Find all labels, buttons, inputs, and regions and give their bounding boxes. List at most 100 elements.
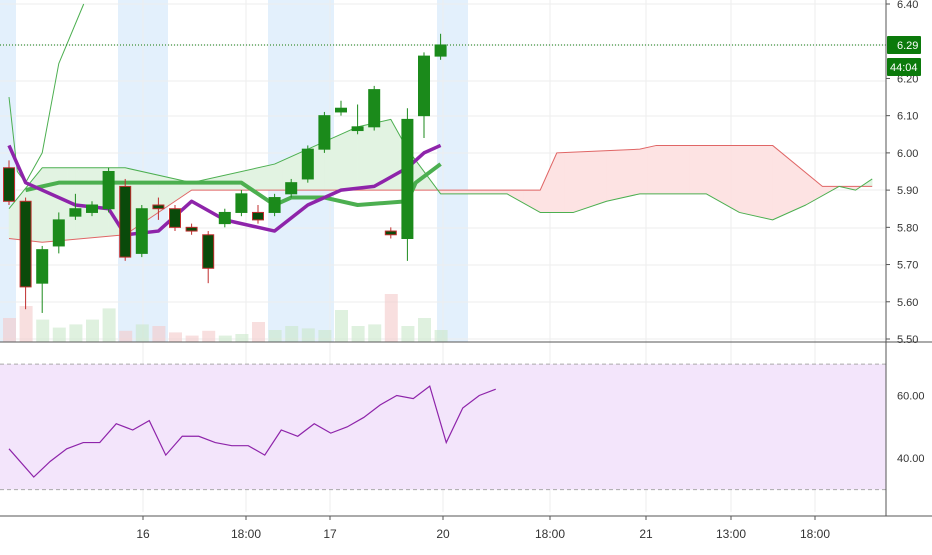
- cloud-segment: [705, 145, 715, 199]
- candle-body[interactable]: [3, 167, 15, 202]
- last-price-value: 6.29: [897, 40, 918, 52]
- cloud-segment: [598, 150, 607, 205]
- cloud-segment: [631, 148, 641, 197]
- time-tick-label: 21: [639, 527, 653, 541]
- rsi-band: [0, 364, 886, 490]
- volume-bar: [119, 330, 133, 342]
- candle-body[interactable]: [301, 148, 314, 180]
- volume-bar: [218, 335, 232, 342]
- last-price-tag: [887, 35, 921, 54]
- cloud-segment: [614, 149, 624, 200]
- cloud-segment: [91, 167, 101, 239]
- volume-bar: [434, 330, 448, 342]
- cloud-segment: [697, 145, 707, 195]
- cloud-segment: [564, 151, 574, 213]
- cloud-segment: [780, 151, 790, 217]
- cloud-segment: [456, 189, 466, 195]
- candle-body[interactable]: [368, 89, 381, 128]
- axes: 6.40 6.20 6.10 6.00 5.90 5.80 5.70 5.60 5.50 6.29…: [0, 0, 932, 541]
- volume-bar: [52, 327, 66, 342]
- cloud-segment: [681, 145, 690, 195]
- cloud-segment: [539, 171, 549, 213]
- price-tick-label: 6.40: [897, 0, 918, 11]
- cloud-segment: [606, 150, 616, 202]
- volume-bar: [252, 322, 265, 342]
- price-tick-label: 5.90: [897, 185, 918, 197]
- cloud-segment: [257, 165, 267, 191]
- cloud-segment: [365, 122, 375, 191]
- cloud-segment: [639, 146, 649, 195]
- cloud-segment: [755, 145, 765, 219]
- cloud-segment: [581, 151, 591, 211]
- volume-bar: [351, 326, 365, 342]
- chikou-span-line: [8, 3, 85, 184]
- candle-body[interactable]: [401, 118, 414, 239]
- cloud-segment: [714, 145, 724, 204]
- candle-body[interactable]: [434, 44, 447, 57]
- cloud-segment: [340, 130, 350, 191]
- candle-body[interactable]: [218, 211, 231, 225]
- candle-body[interactable]: [268, 197, 281, 213]
- candle-body[interactable]: [235, 193, 248, 213]
- volume-bar: [102, 308, 116, 342]
- cloud-segment: [822, 186, 831, 197]
- cloud-segment: [373, 120, 383, 191]
- cloud-segment: [473, 189, 483, 195]
- candle-body[interactable]: [185, 226, 198, 232]
- candle-body[interactable]: [252, 211, 264, 221]
- candle-body[interactable]: [285, 182, 298, 195]
- cloud-segment: [481, 189, 491, 195]
- candle-body[interactable]: [169, 208, 181, 228]
- cloud-segment: [747, 145, 757, 217]
- candle-body[interactable]: [318, 115, 331, 150]
- countdown-value: 44:04: [890, 62, 918, 74]
- volume-bar: [335, 310, 348, 342]
- cloud-segment: [556, 152, 566, 213]
- candle-body[interactable]: [202, 234, 215, 269]
- candle-body[interactable]: [86, 204, 98, 213]
- volume-bar: [3, 318, 16, 342]
- candle-body[interactable]: [69, 208, 82, 217]
- candle-body[interactable]: [351, 126, 364, 132]
- candle-body[interactable]: [135, 208, 148, 254]
- cloud-segment: [647, 145, 657, 195]
- candle-body[interactable]: [152, 204, 165, 210]
- candle-body[interactable]: [36, 249, 49, 284]
- cloud-segment: [490, 189, 499, 195]
- candle-body[interactable]: [19, 200, 32, 288]
- candle-body[interactable]: [418, 55, 430, 117]
- cloud-segment: [390, 118, 400, 191]
- volume-bar: [401, 326, 415, 342]
- price-tick-label: 6.00: [897, 148, 918, 160]
- time-tick-label: 18:00: [800, 527, 830, 541]
- cloud-segment: [656, 145, 665, 195]
- candle-body[interactable]: [384, 230, 397, 236]
- volume-bar: [86, 319, 99, 342]
- volume-bar: [185, 335, 199, 342]
- cloud-segment: [440, 189, 450, 195]
- volume-bar: [135, 324, 149, 342]
- cloud-segment: [739, 145, 748, 215]
- candles: [3, 33, 447, 313]
- volume-bars: [3, 294, 448, 342]
- cloud-segment: [722, 145, 732, 209]
- volume-bar: [19, 306, 33, 342]
- cloud-segment: [349, 126, 358, 191]
- price-tick-label: 6.10: [897, 111, 918, 123]
- candle-body[interactable]: [102, 171, 115, 210]
- volume-bar: [36, 319, 50, 342]
- volume-bar: [202, 330, 216, 342]
- candle-body[interactable]: [119, 185, 132, 258]
- volume-bar: [235, 334, 249, 342]
- volume-bar: [169, 332, 182, 342]
- time-tick-label: 16: [136, 527, 150, 541]
- volume-bar: [318, 330, 332, 342]
- cloud-segment: [805, 172, 815, 206]
- candle-body[interactable]: [52, 219, 65, 247]
- candle-body[interactable]: [335, 107, 347, 113]
- cloud-segment: [332, 133, 342, 191]
- cloud-segment: [730, 145, 740, 213]
- volume-bar: [152, 326, 166, 342]
- cloud-segment: [689, 145, 699, 195]
